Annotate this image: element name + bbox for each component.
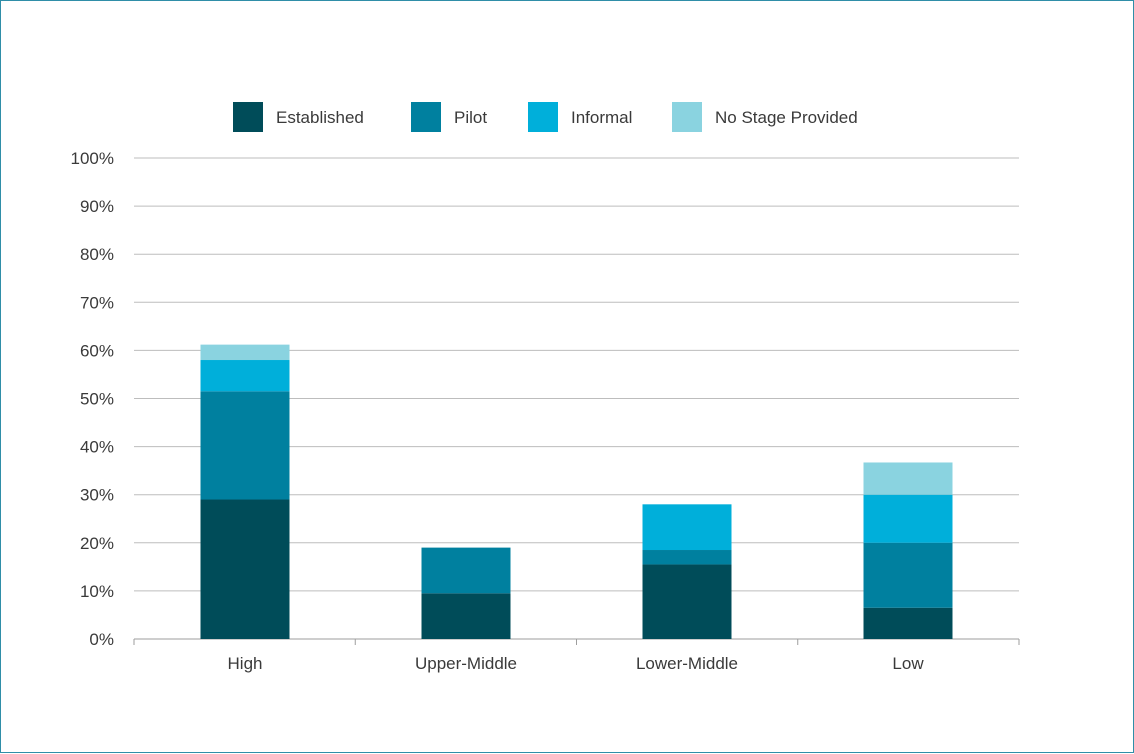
legend-label: No Stage Provided [715,108,858,127]
bar-segment-pilot [421,547,511,594]
bar-segment-pilot [863,542,953,608]
y-tick-label: 30% [80,486,114,505]
legend-swatch [672,102,702,132]
y-tick-label: 100% [71,149,114,168]
bars [200,344,953,639]
y-tick-label: 70% [80,293,114,312]
bar-segment-informal [642,504,732,551]
y-tick-label: 40% [80,438,114,457]
bar-segment-established [642,564,732,639]
legend-swatch [233,102,263,132]
y-tick-label: 10% [80,582,114,601]
y-tick-label: 20% [80,534,114,553]
legend-swatch [528,102,558,132]
y-tick-labels: 0% 10% 20% 30% 40% 50% 60% 70% 80% 90% 100% [71,149,114,649]
legend-swatch [411,102,441,132]
legend-label: Established [276,108,364,127]
y-tick-label: 0% [89,630,114,649]
bar-segment-established [200,499,290,639]
x-axis [133,638,1020,645]
y-tick-label: 50% [80,390,114,409]
x-tick-labels: High Upper-Middle Lower-Middle Low [228,654,925,673]
bar-segment-established [421,593,511,639]
y-tick-label: 80% [80,245,114,264]
bar-segment-no-stage-provided [200,344,290,361]
legend: Established Pilot Informal No Stage Provide… [233,102,858,132]
bar-segment-no-stage-provided [863,462,953,495]
y-tick-label: 60% [80,341,114,360]
x-tick-label: Lower-Middle [636,654,738,673]
bar-segment-pilot [642,550,732,565]
bar-segment-established [863,607,953,639]
legend-label: Pilot [454,108,487,127]
x-tick-label: Low [892,654,924,673]
x-tick-label: High [228,654,263,673]
x-tick-label: Upper-Middle [415,654,517,673]
bar-segment-informal [200,360,290,392]
bar-segment-informal [863,494,953,543]
legend-label: Informal [571,108,632,127]
bar-segment-pilot [200,391,290,500]
y-tick-label: 90% [80,197,114,216]
